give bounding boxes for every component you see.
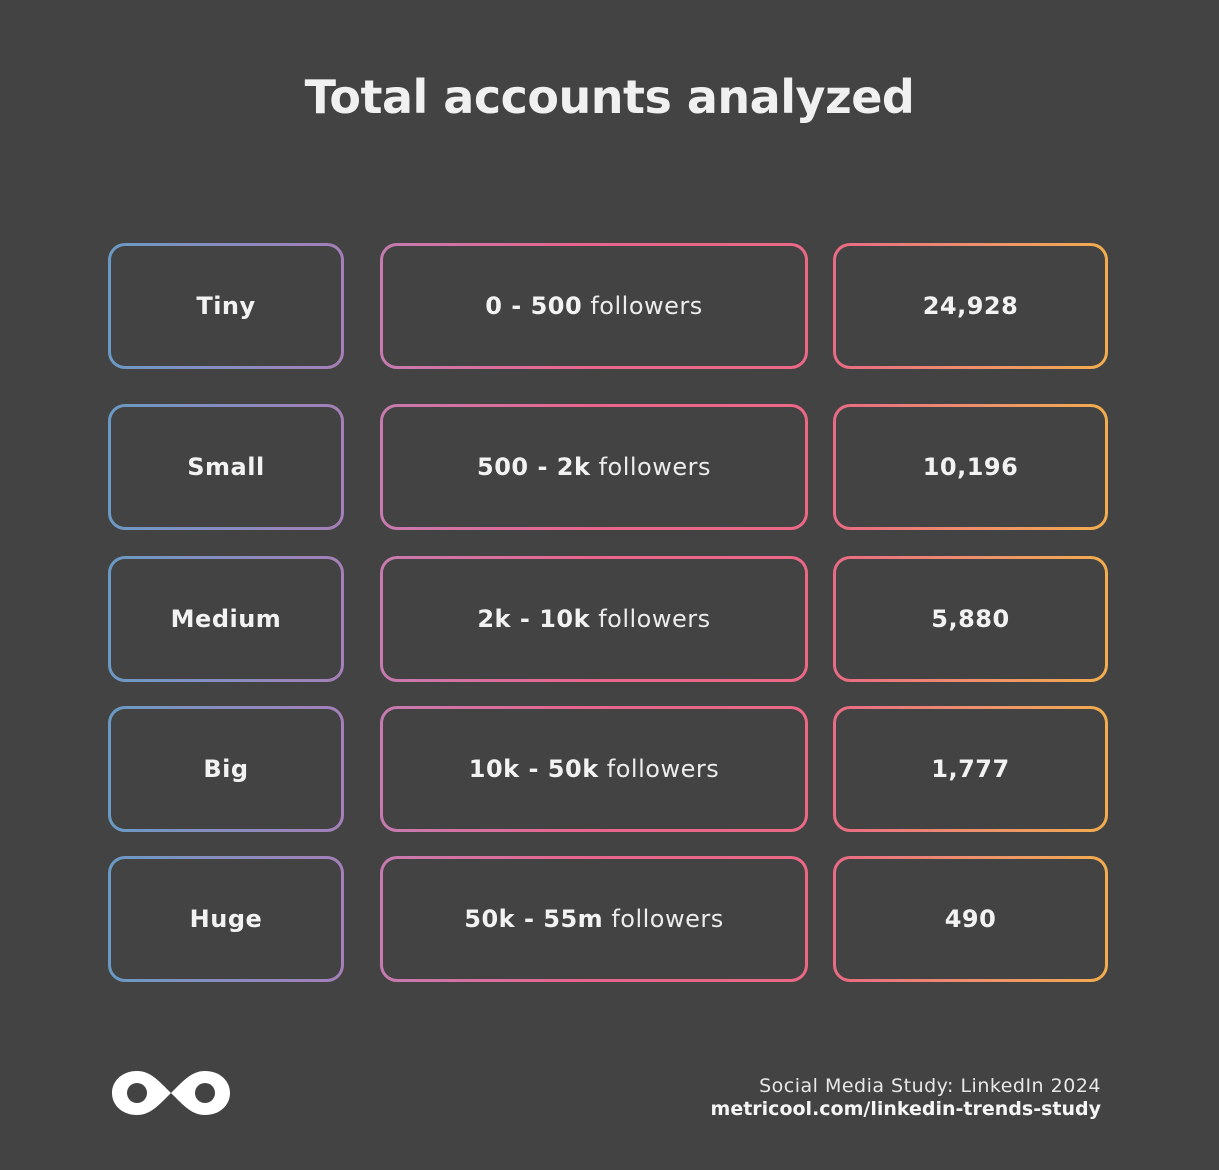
- range-suffix: followers: [606, 755, 720, 783]
- count-cell: 5,880: [833, 556, 1108, 682]
- range-value: 0 - 500: [485, 292, 583, 320]
- range-cell: 2k - 10k followers: [380, 556, 808, 682]
- count-value: 1,777: [836, 709, 1105, 829]
- range-value: 50k - 55m: [464, 905, 604, 933]
- range-suffix: followers: [590, 292, 703, 320]
- metricool-logo-icon: [110, 1066, 232, 1124]
- range-value: 2k - 10k: [477, 605, 591, 633]
- size-label: Medium: [111, 559, 341, 679]
- size-cell: Medium: [108, 556, 344, 682]
- size-cell: Small: [108, 404, 344, 530]
- count-value: 490: [836, 859, 1105, 979]
- range-cell: 10k - 50k followers: [380, 706, 808, 832]
- page-title: Total accounts analyzed: [304, 70, 915, 124]
- range-value: 500 - 2k: [477, 453, 591, 481]
- range-cell: 500 - 2k followers: [380, 404, 808, 530]
- count-value: 10,196: [836, 407, 1105, 527]
- size-label: Huge: [111, 859, 341, 979]
- range-value: 10k - 50k: [468, 755, 599, 783]
- size-cell: Big: [108, 706, 344, 832]
- range-suffix: followers: [611, 905, 724, 933]
- count-value: 5,880: [836, 559, 1105, 679]
- count-value: 24,928: [836, 246, 1105, 366]
- range-suffix: followers: [598, 453, 711, 481]
- count-cell: 24,928: [833, 243, 1108, 369]
- size-cell: Tiny: [108, 243, 344, 369]
- range-cell: 0 - 500 followers: [380, 243, 808, 369]
- size-label: Small: [111, 407, 341, 527]
- study-label: Social Media Study: LinkedIn 2024: [759, 1075, 1101, 1097]
- count-cell: 1,777: [833, 706, 1108, 832]
- footer-credits: Social Media Study: LinkedIn 2024 metric…: [711, 1075, 1101, 1121]
- range-suffix: followers: [598, 605, 711, 633]
- range-cell: 50k - 55m followers: [380, 856, 808, 982]
- count-cell: 10,196: [833, 404, 1108, 530]
- count-cell: 490: [833, 856, 1108, 982]
- study-url: metricool.com/linkedin-trends-study: [710, 1098, 1101, 1120]
- size-label: Tiny: [111, 246, 341, 366]
- size-label: Big: [111, 709, 341, 829]
- size-cell: Huge: [108, 856, 344, 982]
